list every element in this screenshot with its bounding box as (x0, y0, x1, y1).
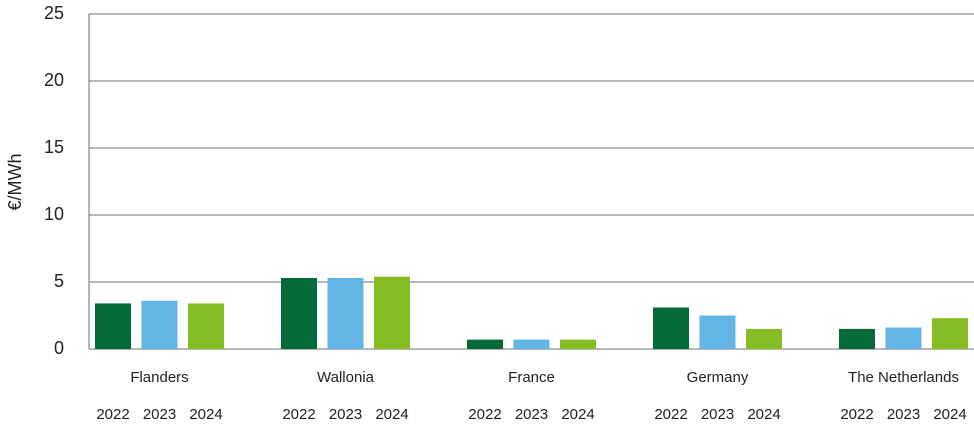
bar (839, 328, 875, 349)
series-label: 2024 (189, 406, 222, 423)
series-label: 2022 (654, 406, 687, 423)
series-label: 2023 (887, 406, 920, 423)
y-tick-label: 15 (44, 137, 64, 157)
series-label: 2023 (329, 406, 362, 423)
x-tick-label: Germany (687, 369, 749, 386)
x-tick-label: Flanders (130, 369, 188, 386)
series-label: 2023 (701, 406, 734, 423)
y-tick-label: 25 (44, 3, 64, 23)
x-tick-label: Wallonia (317, 369, 375, 386)
bar (513, 339, 550, 349)
y-axis-label: €/MWh (5, 153, 25, 210)
bar (188, 303, 224, 349)
bar (746, 328, 782, 349)
series-label: 2022 (282, 406, 315, 423)
bar (885, 327, 922, 349)
series-label: 2024 (747, 406, 780, 423)
bar (141, 300, 178, 349)
bar (95, 303, 131, 349)
x-tick-label: The Netherlands (848, 369, 959, 386)
series-label: 2024 (933, 406, 966, 423)
bar (699, 315, 736, 349)
series-label: 2022 (840, 406, 873, 423)
bar (932, 318, 968, 349)
bar (327, 277, 364, 349)
y-tick-label: 5 (54, 271, 64, 291)
series-label: 2024 (561, 406, 594, 423)
bar (560, 339, 596, 349)
series-label: 2023 (143, 406, 176, 423)
bar (467, 339, 503, 349)
y-tick-label: 20 (44, 70, 64, 90)
bar (281, 277, 317, 349)
series-label: 2022 (96, 406, 129, 423)
series-label: 2022 (468, 406, 501, 423)
y-tick-label: 10 (44, 204, 64, 224)
bar (374, 276, 410, 349)
bar (653, 307, 689, 349)
y-tick-label: 0 (54, 338, 64, 358)
x-tick-label: France (508, 369, 555, 386)
series-label: 2024 (375, 406, 408, 423)
series-label: 2023 (515, 406, 548, 423)
